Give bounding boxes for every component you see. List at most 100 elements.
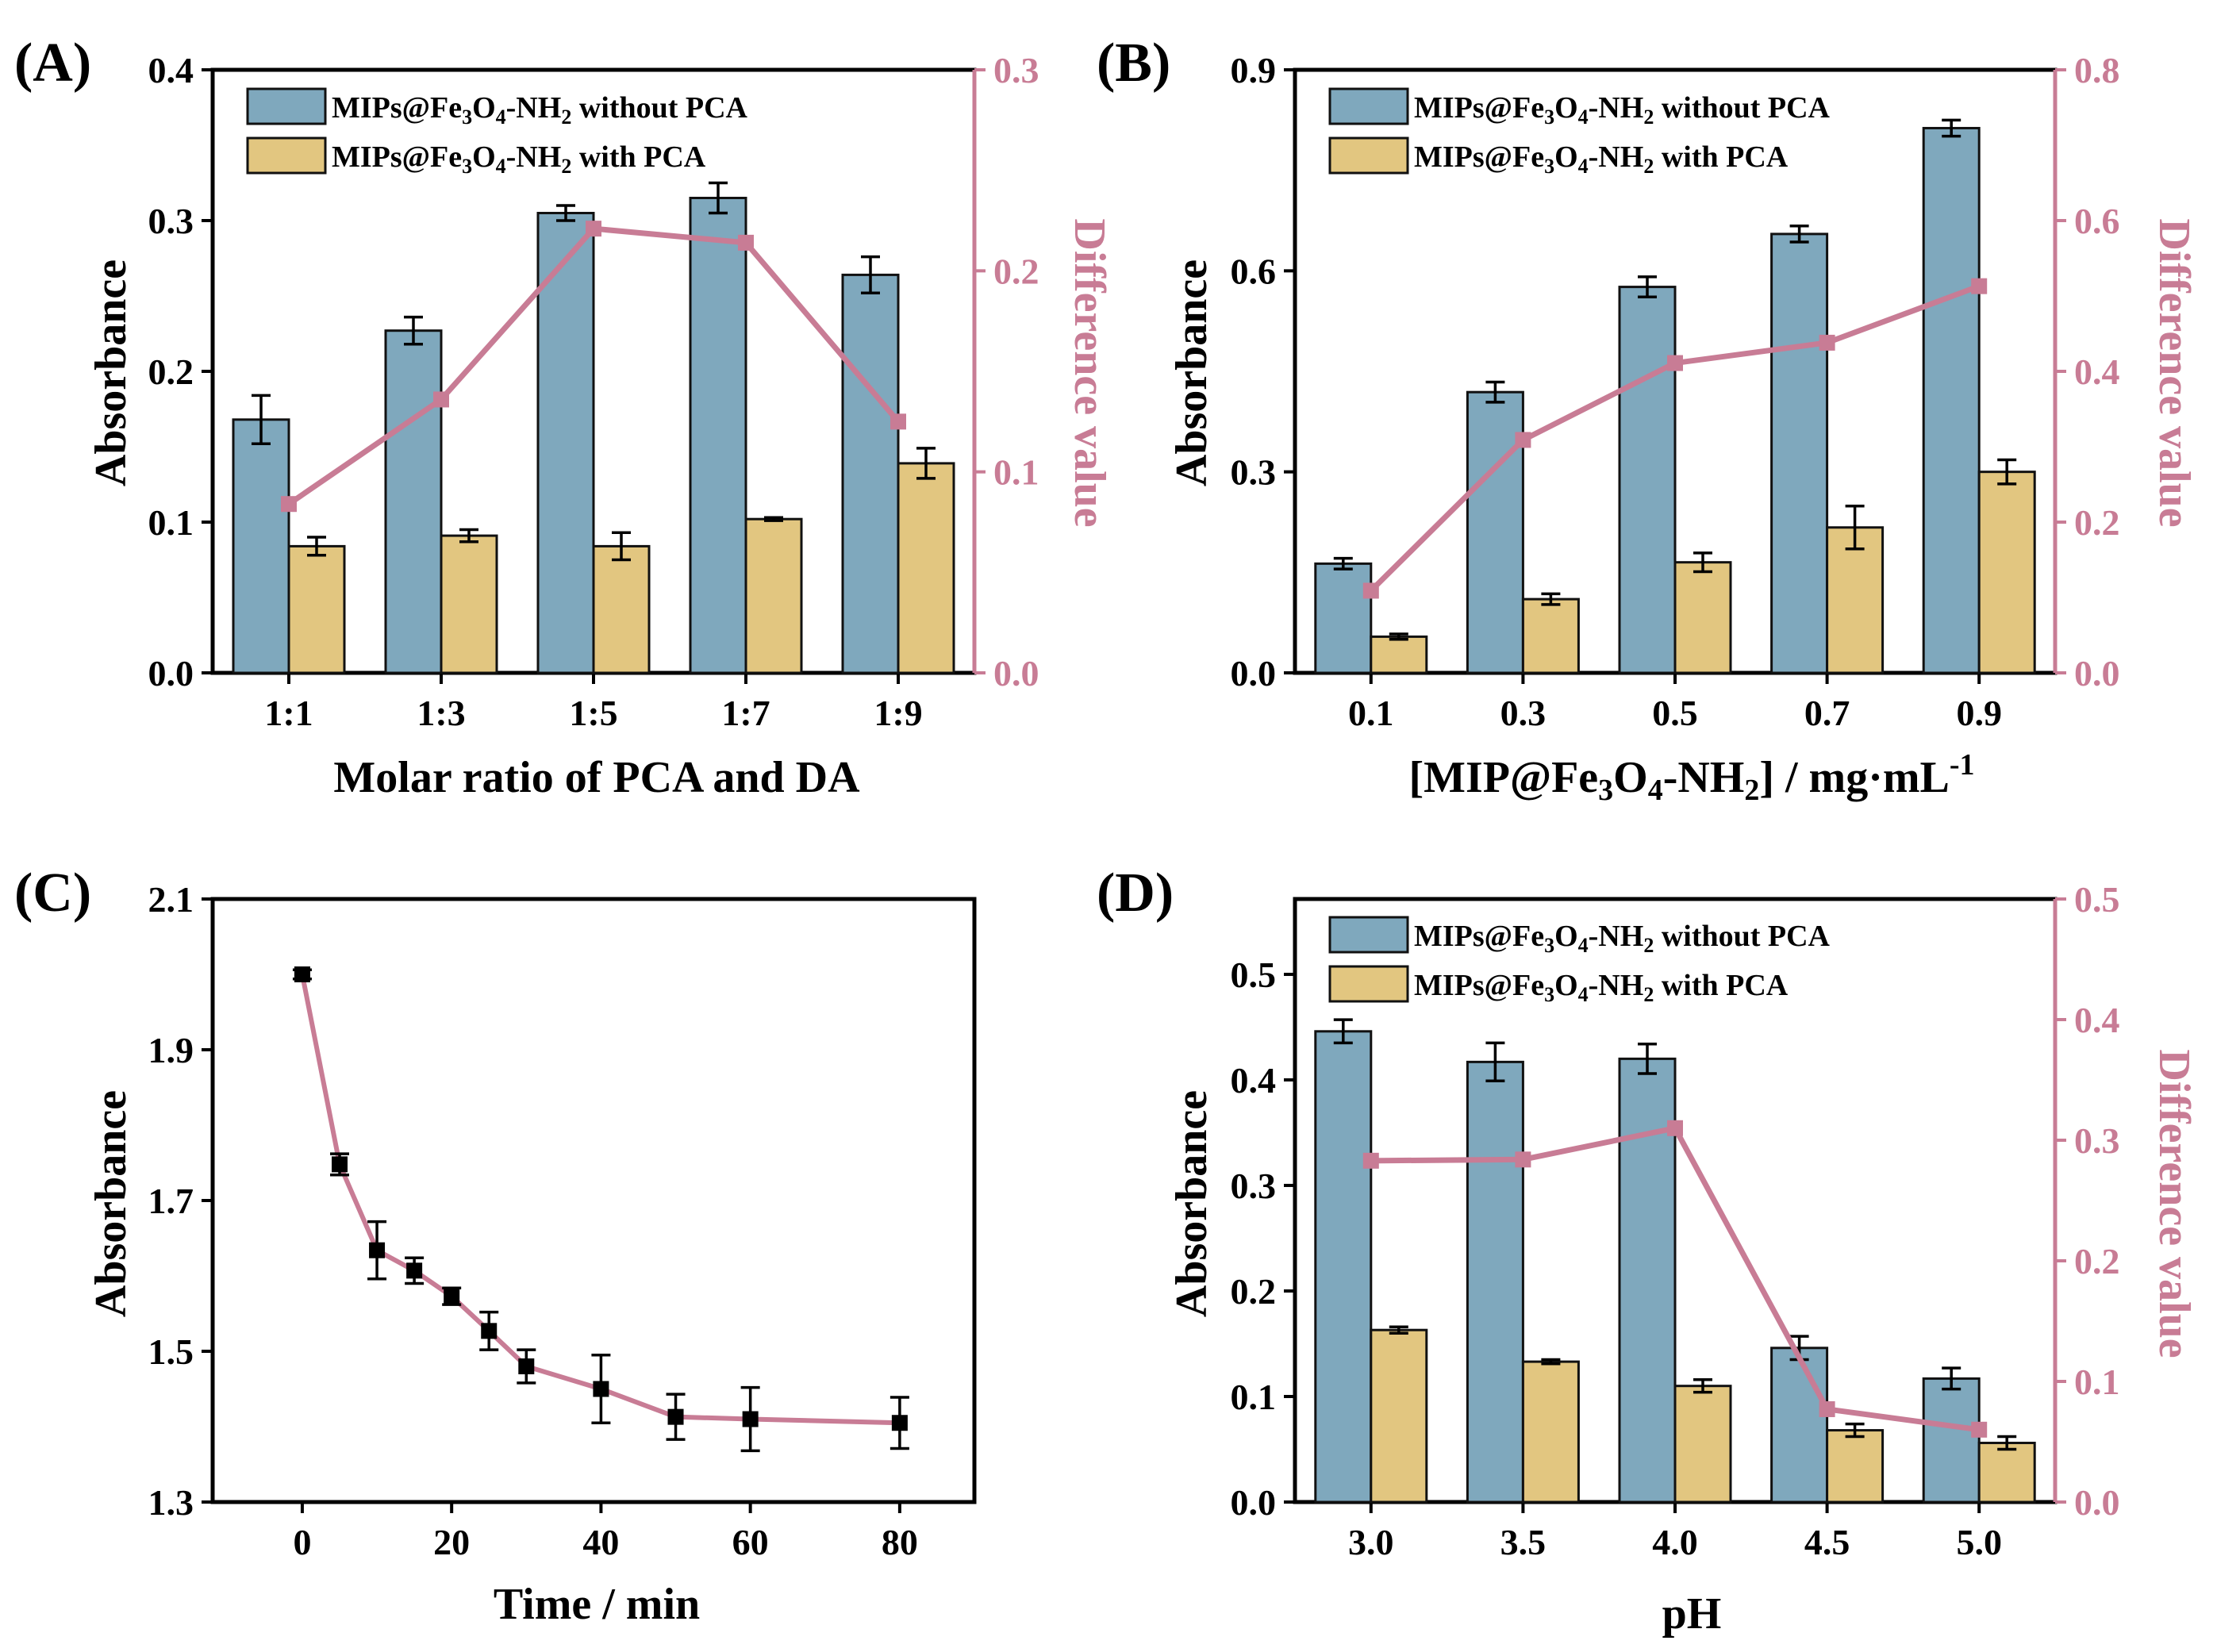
panel-a-legend-label-with: MIPs@Fe3O4-NH2 with PCA — [332, 140, 706, 178]
panel-a-y2-tick-label: 0.2 — [993, 251, 1039, 291]
panel-d-x-tick-label: 4.5 — [1804, 1522, 1850, 1562]
panel-b-legend-swatch-with — [1328, 136, 1409, 175]
panel-b-error-bar — [1541, 592, 1561, 606]
panel-a-y-axis-title: Absorbance — [86, 259, 136, 486]
panel-d-legend: MIPs@Fe3O4-NH2 without PCA MIPs@Fe3O4-NH… — [1328, 916, 1831, 1006]
panel-b-error-bar — [1693, 551, 1712, 574]
panel-b-difference-point — [1971, 278, 1988, 294]
panel-a-bar-with — [287, 544, 346, 674]
panel-d-error-bar — [1845, 1422, 1865, 1439]
panel-c-x-tick-label: 20 — [433, 1522, 470, 1562]
panel-d-y2-tick-label: 0.0 — [2074, 1482, 2120, 1523]
panel-c-data-point — [444, 1288, 460, 1304]
panel-c-y-tick-label: 2.1 — [148, 879, 194, 920]
panel-c-y-tick-label: 1.9 — [148, 1030, 194, 1070]
panel-d-difference-point — [1819, 1400, 1835, 1417]
panel-d-y2-tick-label: 0.3 — [2074, 1120, 2120, 1161]
panel-b-error-bar — [1942, 118, 1961, 138]
panel-b-x-tick-label: 0.9 — [1956, 693, 2002, 733]
panel-d-x-tick-label: 3.5 — [1500, 1522, 1547, 1562]
panel-b-legend: MIPs@Fe3O4-NH2 without PCA MIPs@Fe3O4-NH… — [1328, 87, 1831, 178]
panel-b-difference-point — [1667, 355, 1683, 371]
panel-b-y-tick-label: 0.3 — [1231, 452, 1277, 493]
panel-d-x-tick-label: 5.0 — [1956, 1522, 2002, 1562]
panel-b-y2-tick-label: 0.4 — [2074, 352, 2120, 392]
panel-a-x-tick-label: 1:7 — [721, 693, 770, 733]
panel-b-legend-label-without: MIPs@Fe3O4-NH2 without PCA — [1414, 91, 1831, 129]
panel-d-y-tick-label: 0.3 — [1231, 1166, 1277, 1206]
panel-a-difference-point — [738, 234, 754, 251]
panel-b-bar-with — [1673, 561, 1732, 674]
panel-a-x-tick-label: 1:1 — [264, 693, 313, 733]
panel-a-x-tick-label: 1:9 — [874, 693, 922, 733]
panel-b-y2-tick-label: 0.6 — [2074, 201, 2120, 241]
panel-d-label: (D) — [1097, 862, 1174, 924]
panel-d-bar-without — [1770, 1347, 1829, 1504]
panel-a-bar-without — [232, 418, 290, 674]
panel-b-difference-point — [1515, 432, 1531, 448]
panel-a-error-bar — [764, 516, 783, 522]
panel-b-label: (B) — [1097, 33, 1170, 94]
panel-c-data-point — [667, 1408, 684, 1425]
panel-b-y-tick-label: 0.6 — [1231, 251, 1277, 291]
panel-a-y-tick-label: 0.3 — [148, 201, 194, 241]
panel-b-x-tick-label: 0.5 — [1652, 693, 1698, 733]
panel-a-legend: MIPs@Fe3O4-NH2 without PCA MIPs@Fe3O4-NH… — [246, 87, 748, 178]
panel-a-y2-tick-label: 0.0 — [993, 653, 1039, 693]
panel-c: (C) Absorbance Time / min 1.3 1.5 1.7 1.9 2.… — [14, 862, 977, 1629]
panel-b-x-axis-title: [MIP@Fe3O4-NH2] / mg·mL-1 — [1408, 748, 1974, 807]
panel-b-x-tick-label: 0.1 — [1348, 693, 1394, 733]
panel-a-error-bar — [459, 528, 478, 544]
panel-b-error-bar — [1789, 225, 1809, 244]
panel-d-y-tick-label: 0.2 — [1231, 1271, 1277, 1312]
panel-b-bar-with — [1977, 471, 2036, 674]
panel-d-x-tick-label: 4.0 — [1652, 1522, 1698, 1562]
panel-a-error-bar — [307, 536, 326, 557]
panel-c-data-point — [518, 1358, 535, 1374]
panel-b-y-tick-label: 0.0 — [1231, 653, 1277, 693]
panel-c-frame — [210, 897, 977, 1504]
panel-c-label: (C) — [14, 862, 91, 924]
panel-a-error-bar — [916, 447, 936, 480]
panel-d-bar-with — [1673, 1385, 1732, 1504]
panel-c-y-tick-label: 1.3 — [148, 1482, 194, 1523]
panel-d-bar-with — [1521, 1360, 1580, 1504]
panel-d-difference-point — [1667, 1120, 1683, 1136]
panel-a-y-tick-label: 0.1 — [148, 502, 194, 543]
panel-b-y2-tick-label: 0.2 — [2074, 502, 2120, 543]
panel-c-y-tick-label: 1.5 — [148, 1331, 194, 1372]
panel-d-difference-point — [1362, 1152, 1379, 1169]
panel-c-data-point — [294, 966, 310, 982]
panel-a-bar-without — [841, 273, 900, 674]
panel-a-y-tick-label: 0.2 — [148, 352, 194, 392]
panel-a-difference-point — [586, 221, 601, 237]
panel-c-data-point — [742, 1411, 759, 1427]
panel-a-y2-axis-title: Difference value — [1065, 218, 1114, 527]
panel-a-legend-swatch-with — [246, 136, 327, 175]
panel-d-error-bar — [1485, 1041, 1505, 1083]
panel-a-y2-tick-label: 0.1 — [993, 452, 1039, 493]
panel-a-error-bar — [709, 181, 728, 215]
panel-c-x-tick-label: 60 — [732, 1522, 769, 1562]
panel-b-error-bar — [1333, 556, 1353, 571]
panel-c-data-point — [593, 1381, 609, 1397]
panel-b-bar-without — [1314, 562, 1373, 674]
panel-a-error-bar — [404, 315, 423, 346]
panel-d-error-bar — [1638, 1043, 1657, 1075]
panel-b-error-bar — [1485, 380, 1505, 404]
panel-c-y-tick-label: 1.7 — [148, 1181, 194, 1221]
panel-b-y2-tick-label: 0.0 — [2074, 653, 2120, 693]
panel-d-y-tick-label: 0.5 — [1231, 955, 1277, 995]
panel-a-bar-with — [592, 544, 651, 674]
panel-b-error-bar — [1845, 504, 1865, 551]
panel-d-bar-without — [1618, 1057, 1677, 1504]
panel-c-data-point — [481, 1323, 498, 1339]
panel-b-difference-point — [1819, 334, 1835, 351]
panel-c-data-point — [369, 1242, 386, 1258]
panel-b-legend-swatch-without — [1328, 87, 1409, 125]
panel-b-error-bar — [1638, 275, 1657, 299]
panel-a-error-bar — [612, 531, 631, 562]
panel-d-y2-axis-title: Difference value — [2150, 1049, 2199, 1358]
panel-d: (D) Absorbance Difference value pH MIPs@… — [1097, 862, 2199, 1639]
panel-b-legend-label-with: MIPs@Fe3O4-NH2 with PCA — [1414, 140, 1789, 178]
